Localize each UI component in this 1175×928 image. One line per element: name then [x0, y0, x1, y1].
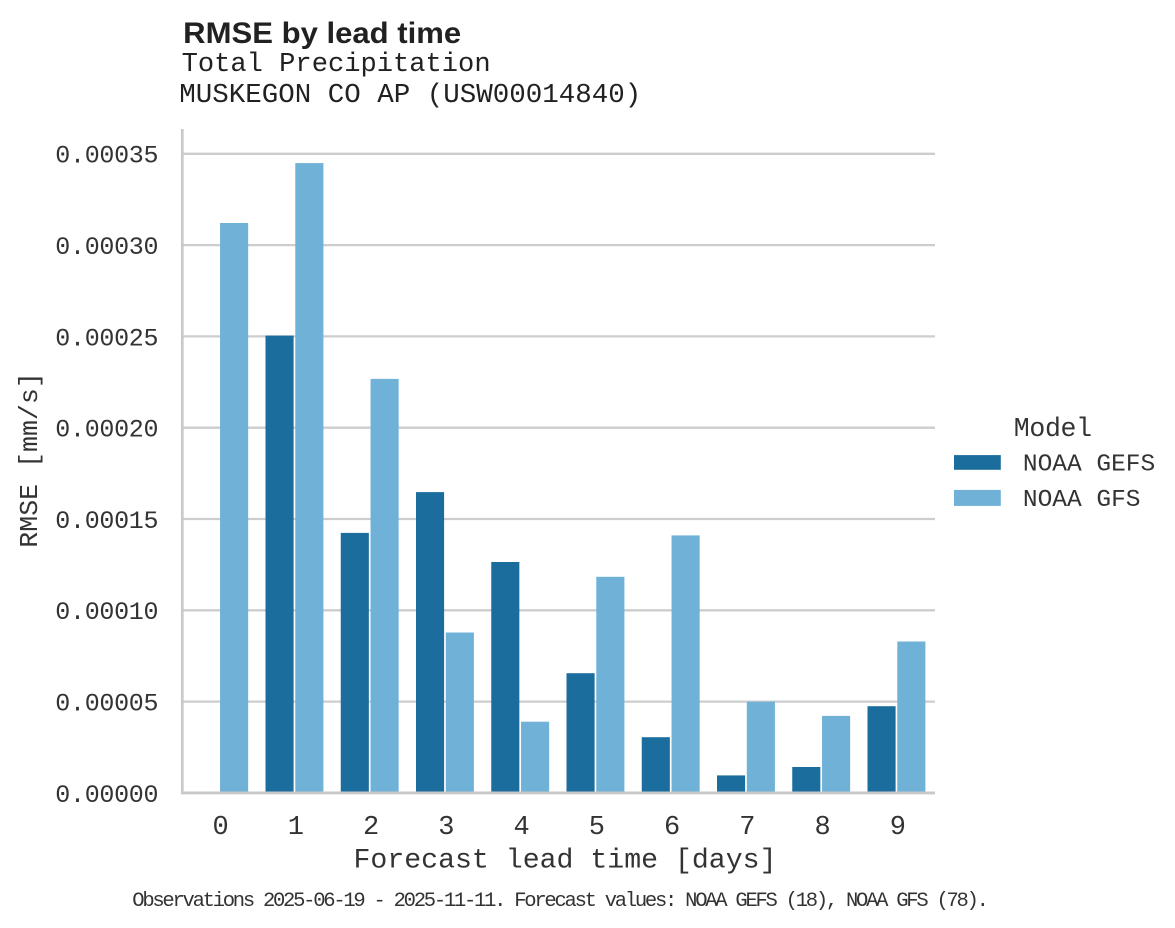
- svg-text:0.00035: 0.00035: [55, 142, 158, 171]
- svg-text:3: 3: [438, 813, 454, 843]
- svg-text:7: 7: [739, 813, 755, 843]
- svg-text:0.00010: 0.00010: [55, 598, 158, 627]
- svg-text:9: 9: [890, 813, 906, 843]
- svg-text:Forecast lead time [days]: Forecast lead time [days]: [354, 845, 777, 876]
- svg-text:0.00020: 0.00020: [55, 416, 158, 445]
- svg-text:6: 6: [664, 813, 680, 843]
- svg-text:0: 0: [212, 813, 228, 843]
- svg-text:NOAA GFS: NOAA GFS: [1023, 487, 1141, 514]
- svg-text:RMSE by lead time: RMSE by lead time: [183, 17, 461, 50]
- svg-text:Model: Model: [1014, 414, 1092, 444]
- svg-text:Observations 2025-06-19 - 2025: Observations 2025-06-19 - 2025-11-11. Fo…: [132, 890, 986, 913]
- svg-text:2: 2: [363, 813, 379, 843]
- svg-text:4: 4: [513, 813, 529, 843]
- svg-text:0.00030: 0.00030: [55, 233, 158, 262]
- svg-text:0.00005: 0.00005: [55, 690, 158, 719]
- svg-text:0.00000: 0.00000: [55, 781, 158, 810]
- svg-text:Total Precipitation: Total Precipitation: [182, 50, 491, 80]
- svg-text:RMSE [mm/s]: RMSE [mm/s]: [15, 372, 45, 548]
- svg-text:5: 5: [589, 813, 605, 843]
- svg-text:0.00015: 0.00015: [55, 507, 158, 536]
- svg-text:0.00025: 0.00025: [55, 324, 158, 353]
- svg-text:8: 8: [814, 813, 830, 843]
- svg-text:NOAA GEFS: NOAA GEFS: [1023, 451, 1155, 478]
- svg-text:1: 1: [288, 813, 304, 843]
- svg-text:MUSKEGON CO AP (USW00014840): MUSKEGON CO AP (USW00014840): [179, 81, 641, 111]
